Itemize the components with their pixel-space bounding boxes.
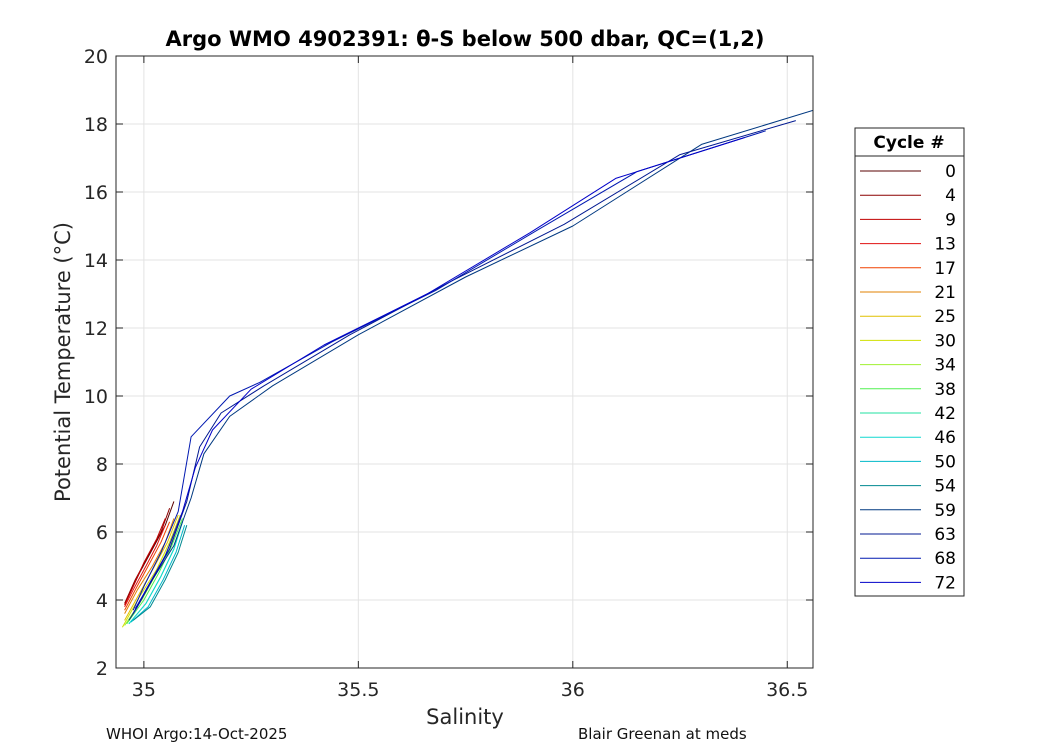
legend-label-54: 54 <box>934 477 956 497</box>
series-line-cycle-9 <box>124 518 166 606</box>
y-tick-label: 2 <box>96 658 108 680</box>
legend-label-9: 9 <box>945 210 956 230</box>
series-line-cycle-13 <box>124 525 166 608</box>
axis-tick-labels: 35 35.5 36 36.5 2 4 6 8 10 12 14 16 18 20 <box>84 46 809 701</box>
x-tick-label: 35.5 <box>337 679 379 701</box>
legend-label-59: 59 <box>934 501 956 521</box>
y-tick-label: 14 <box>84 250 108 272</box>
legend-label-68: 68 <box>934 549 956 569</box>
legend-label-72: 72 <box>934 573 956 593</box>
series-line-cycle-72 <box>132 137 745 614</box>
legend-label-42: 42 <box>934 404 956 424</box>
legend-label-38: 38 <box>934 380 956 400</box>
footer-right-text: Blair Greenan at meds <box>578 725 747 743</box>
legend-label-30: 30 <box>934 331 956 351</box>
y-tick-label: 12 <box>84 318 108 340</box>
y-axis-label: Potential Temperature (°C) <box>51 222 75 502</box>
chart-title: Argo WMO 4902391: θ-S below 500 dbar, QC… <box>166 27 765 51</box>
y-tick-label: 4 <box>96 590 108 612</box>
y-tick-label: 20 <box>84 46 108 68</box>
legend-label-17: 17 <box>934 259 956 279</box>
legend-label-0: 0 <box>945 162 956 182</box>
legend-label-25: 25 <box>934 307 956 327</box>
series-line-cycle-50 <box>130 525 186 623</box>
series-line-cycle-46 <box>128 521 183 625</box>
series-line-cycle-63 <box>134 120 796 609</box>
legend-label-13: 13 <box>934 235 956 255</box>
legend-label-4: 4 <box>945 186 956 206</box>
y-tick-label: 10 <box>84 386 108 408</box>
plot-area <box>116 56 813 668</box>
series-line-cycle-4 <box>124 508 171 604</box>
legend-label-63: 63 <box>934 525 956 545</box>
x-tick-label: 35 <box>132 679 156 701</box>
series-line-cycle-17 <box>124 521 171 611</box>
legend-label-21: 21 <box>934 283 956 303</box>
x-tick-label: 36.5 <box>766 679 808 701</box>
legend-label-34: 34 <box>934 356 956 376</box>
y-tick-label: 16 <box>84 182 108 204</box>
series-line-cycle-38 <box>126 518 183 625</box>
footer-left-text: WHOI Argo:14-Oct-2025 <box>106 725 288 743</box>
series-line-cycle-54 <box>132 525 188 621</box>
y-tick-label: 6 <box>96 522 108 544</box>
legend: Cycle # 0 4 9 13 17 21 25 30 34 38 42 46 50 54 59 63 68 7… <box>854 127 965 597</box>
series-layer <box>121 109 813 628</box>
series-line-cycle-30 <box>121 514 181 628</box>
legend-title: Cycle # <box>873 133 944 153</box>
legend-label-50: 50 <box>934 452 956 472</box>
legend-label-46: 46 <box>934 428 956 448</box>
axis-ticks <box>116 55 813 669</box>
series-line-cycle-68 <box>132 130 766 611</box>
y-tick-label: 8 <box>96 454 108 476</box>
x-axis-label: Salinity <box>426 705 504 729</box>
legend-box <box>854 127 965 597</box>
y-tick-label: 18 <box>84 114 108 136</box>
x-tick-label: 36 <box>561 679 585 701</box>
plot-frame <box>115 55 814 669</box>
